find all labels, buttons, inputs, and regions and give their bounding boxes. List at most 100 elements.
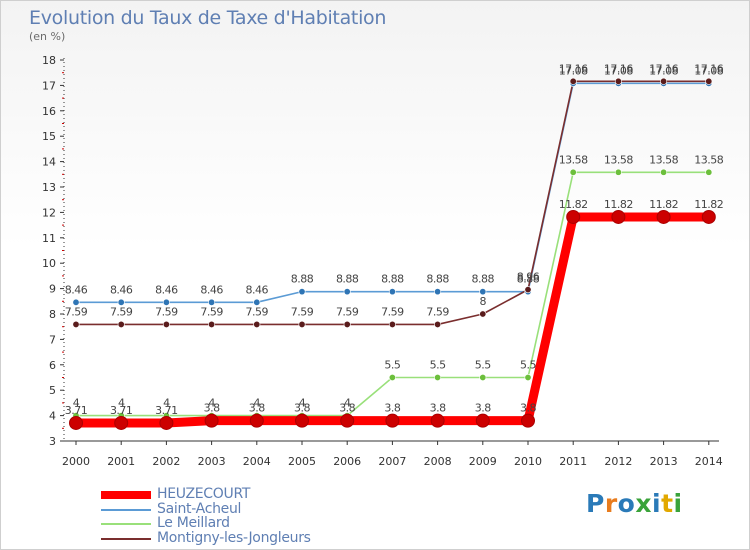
data-label-series-3: 7.59	[381, 305, 404, 318]
legend-label-series-1: Saint-Acheul	[157, 500, 242, 517]
legend-swatch-series-1	[101, 508, 151, 511]
x-tick-label: 2006	[333, 455, 361, 468]
data-label-series-0: 3.71	[65, 404, 88, 417]
y-tick-label: 14	[42, 156, 56, 169]
logo-letter: x	[635, 489, 652, 518]
x-tick-label: 2002	[152, 455, 180, 468]
data-label-series-0: 3.8	[294, 402, 310, 415]
legend-label-series-0: HEUZECOURT	[157, 486, 251, 502]
data-label-series-1: 17.08	[694, 64, 723, 77]
data-label-series-2: 4	[118, 397, 125, 410]
data-point-series-3	[117, 320, 125, 328]
data-label-series-1: 17.08	[604, 64, 633, 77]
data-point-series-0	[656, 209, 671, 224]
legend-label-series-3: Montigny-les-Jongleurs	[157, 529, 311, 546]
data-label-series-3: 8.96	[517, 271, 540, 284]
data-point-series-3	[524, 286, 532, 294]
data-point-series-3	[388, 320, 396, 328]
data-point-series-2	[434, 373, 442, 381]
x-tick-label: 2000	[62, 455, 90, 468]
legend-swatch-series-0	[101, 491, 151, 499]
data-point-series-3	[162, 320, 170, 328]
y-tick-label: 18	[42, 54, 56, 67]
chart-title: Evolution du Taux de Taxe d'Habitation	[29, 7, 387, 29]
data-label-series-2: 5.5	[430, 359, 446, 372]
data-point-series-0	[340, 413, 355, 428]
data-label-series-3: 7.59	[110, 305, 133, 318]
data-point-series-0	[249, 413, 264, 428]
data-point-series-3	[614, 77, 622, 85]
data-point-series-3	[705, 77, 713, 85]
x-tick-label: 2011	[559, 455, 587, 468]
data-point-series-1	[388, 288, 396, 296]
data-point-series-2	[569, 168, 577, 176]
series-line-1	[76, 82, 709, 304]
chart-unit-label: (en %)	[29, 30, 66, 43]
data-label-series-2: 4	[344, 397, 351, 410]
data-label-series-0: 3.8	[520, 402, 536, 415]
y-tick-label: 7	[49, 333, 56, 346]
data-label-series-0: 11.82	[559, 198, 588, 211]
data-label-series-3: 7.59	[65, 305, 88, 318]
data-label-series-1: 8.88	[426, 273, 449, 286]
data-label-series-2: 5.5	[384, 359, 400, 372]
y-tick-label: 5	[49, 384, 56, 397]
data-label-series-0: 3.8	[204, 402, 220, 415]
data-label-series-1: 8.46	[246, 283, 269, 296]
data-point-series-2	[705, 168, 713, 176]
chart-data-points	[69, 77, 716, 430]
data-label-series-3: 17.16	[694, 62, 723, 75]
x-tick-label: 2001	[107, 455, 135, 468]
series-line-0	[76, 212, 709, 428]
data-point-series-1	[479, 288, 487, 296]
y-tick-label: 13	[42, 181, 56, 194]
proxiti-logo: Proxiti	[586, 489, 683, 518]
x-tick-label: 2013	[650, 455, 678, 468]
data-label-series-3: 7.59	[246, 305, 269, 318]
data-point-series-2	[388, 373, 396, 381]
data-point-series-1	[343, 288, 351, 296]
data-label-series-0: 3.8	[475, 402, 491, 415]
data-point-series-0	[295, 413, 309, 428]
y-tick-label: 3	[49, 435, 56, 448]
x-tick-label: 2004	[243, 455, 271, 468]
data-point-series-3	[343, 320, 351, 328]
data-label-series-0: 3.8	[339, 402, 355, 415]
x-tick-label: 2003	[198, 455, 226, 468]
data-point-series-1	[253, 298, 261, 306]
data-point-series-2	[524, 373, 532, 381]
data-label-series-2: 4	[254, 397, 261, 410]
data-label-series-2: 4	[208, 397, 215, 410]
data-point-series-0	[475, 413, 490, 428]
data-label-series-1: 8.46	[200, 283, 223, 296]
data-point-series-3	[479, 310, 487, 318]
data-label-series-2: 13.58	[694, 153, 723, 166]
data-point-series-0	[430, 413, 445, 428]
chart-axes: 3 4 5 6 7 8 9 10 11 12 13 14 15 16 17 18 2000 2001 2002 200…	[42, 54, 723, 468]
x-tick-label: 2008	[424, 455, 452, 468]
data-label-series-2: 5.5	[520, 359, 536, 372]
logo-letter: i	[652, 489, 662, 518]
data-point-series-1	[72, 298, 80, 306]
y-tick-label: 4	[49, 410, 56, 423]
data-label-series-2: 13.58	[649, 153, 678, 166]
data-point-series-0	[701, 209, 716, 224]
data-label-series-1: 8.46	[65, 283, 88, 296]
data-label-series-2: 4	[163, 397, 170, 410]
chart-series-lines	[76, 80, 709, 428]
logo-letter: o	[617, 489, 636, 518]
data-point-series-2	[479, 373, 487, 381]
data-point-series-3	[434, 320, 442, 328]
legend-swatch-series-2	[101, 523, 151, 525]
data-label-series-0: 11.82	[649, 198, 678, 211]
data-label-series-0: 11.82	[694, 198, 723, 211]
data-point-series-0	[114, 415, 129, 430]
legend-label-series-2: Le Meillard	[157, 515, 230, 531]
data-point-series-3	[298, 320, 306, 328]
data-label-series-1: 8.88	[517, 273, 540, 286]
data-point-series-1	[117, 298, 125, 306]
data-point-series-1	[162, 298, 170, 306]
data-label-series-2: 13.58	[604, 153, 633, 166]
y-tick-label: 10	[42, 257, 56, 270]
